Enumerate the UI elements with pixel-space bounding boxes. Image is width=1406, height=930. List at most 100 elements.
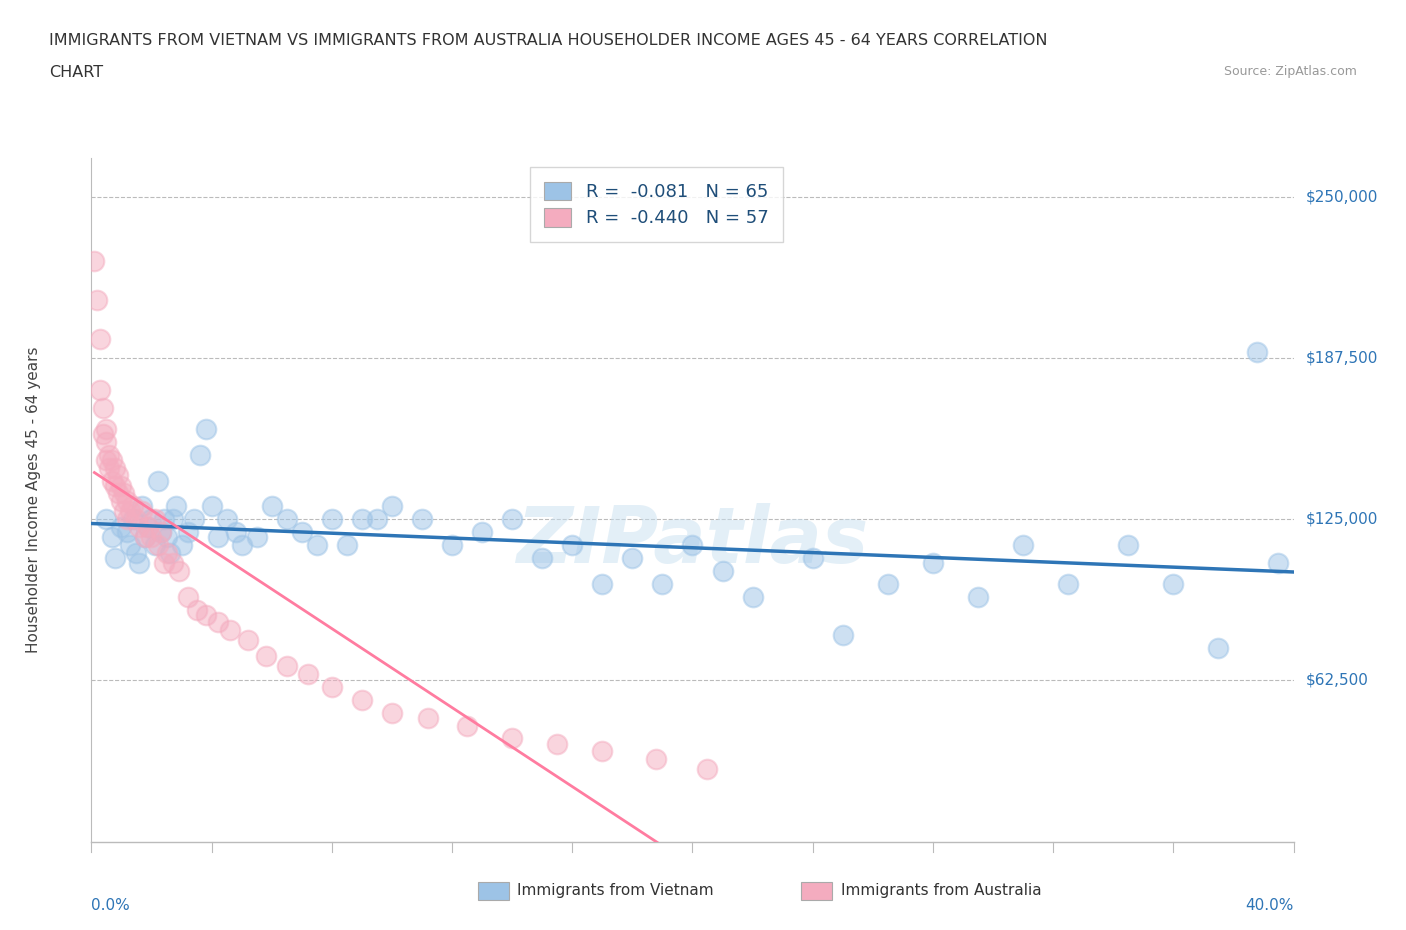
Text: 40.0%: 40.0% [1246, 898, 1294, 913]
Point [546, 737, 568, 751]
Point [146, 473, 169, 488]
Point [128, 555, 150, 570]
Point [101, 473, 124, 488]
Point [591, 577, 613, 591]
Point [194, 421, 217, 436]
Text: IMMIGRANTS FROM VIETNAM VS IMMIGRANTS FROM AUSTRALIA HOUSEHOLDER INCOME AGES 45 : IMMIGRANTS FROM VIETNAM VS IMMIGRANTS FR… [49, 33, 1047, 47]
Point [125, 512, 148, 526]
Point [411, 512, 433, 526]
Point [416, 711, 439, 725]
Point [381, 705, 404, 720]
Point [741, 590, 763, 604]
Text: Source: ZipAtlas.com: Source: ZipAtlas.com [1223, 65, 1357, 78]
Point [134, 530, 156, 545]
Point [110, 520, 132, 535]
Point [260, 498, 283, 513]
Point [350, 512, 373, 526]
Point [96, 453, 118, 468]
Point [122, 512, 145, 526]
Text: $250,000: $250,000 [1306, 190, 1378, 205]
Point [1057, 577, 1080, 591]
Point [276, 512, 298, 526]
Point [114, 486, 136, 501]
Point [93, 427, 115, 442]
Point [110, 478, 132, 493]
Point [149, 525, 172, 539]
Point [117, 512, 139, 526]
Text: $62,500: $62,500 [1306, 673, 1368, 688]
Point [1267, 555, 1289, 570]
Point [155, 545, 177, 560]
Point [711, 564, 734, 578]
Point [501, 731, 523, 746]
Point [162, 512, 184, 526]
Point [531, 551, 554, 565]
Point [120, 504, 142, 519]
Point [117, 525, 139, 539]
Point [236, 633, 259, 648]
Point [186, 602, 208, 617]
Point [831, 628, 853, 643]
Point [188, 447, 211, 462]
Point [456, 718, 478, 733]
Point [215, 512, 238, 526]
Point [117, 494, 139, 509]
Point [107, 468, 129, 483]
Point [131, 504, 153, 519]
Point [696, 762, 718, 777]
Text: $125,000: $125,000 [1306, 512, 1378, 526]
Point [176, 590, 198, 604]
Text: Immigrants from Vietnam: Immigrants from Vietnam [517, 884, 714, 898]
Point [651, 577, 673, 591]
Point [167, 564, 190, 578]
Point [336, 538, 359, 552]
Point [922, 555, 945, 570]
Point [134, 530, 156, 545]
Point [89, 383, 111, 398]
Point [138, 520, 160, 535]
Point [149, 525, 172, 539]
Legend: R =  -0.081   N = 65, R =  -0.440   N = 57: R = -0.081 N = 65, R = -0.440 N = 57 [530, 167, 783, 242]
Text: $187,500: $187,500 [1306, 351, 1378, 365]
Point [128, 520, 150, 535]
Point [1208, 641, 1230, 656]
Point [321, 680, 343, 695]
FancyBboxPatch shape [801, 882, 832, 900]
Point [246, 530, 269, 545]
Point [561, 538, 583, 552]
Text: ZIPatlas: ZIPatlas [516, 503, 869, 578]
Point [183, 512, 205, 526]
Point [143, 512, 166, 526]
Point [96, 421, 118, 436]
Text: Immigrants from Australia: Immigrants from Australia [841, 884, 1042, 898]
Point [101, 530, 124, 545]
Point [89, 331, 111, 346]
Point [218, 623, 240, 638]
Point [152, 555, 174, 570]
Point [225, 525, 247, 539]
Point [138, 520, 160, 535]
Point [254, 648, 277, 663]
Point [1161, 577, 1184, 591]
Point [194, 607, 217, 622]
Point [152, 512, 174, 526]
Point [305, 538, 328, 552]
Point [297, 667, 319, 682]
Point [165, 498, 187, 513]
Point [141, 530, 163, 545]
Point [176, 525, 198, 539]
Point [321, 512, 343, 526]
Point [104, 460, 127, 475]
Point [276, 658, 298, 673]
Point [131, 498, 153, 513]
Point [83, 254, 105, 269]
Point [155, 530, 177, 545]
Point [159, 545, 181, 560]
Point [501, 512, 523, 526]
Point [645, 751, 668, 766]
Point [170, 538, 193, 552]
Text: 0.0%: 0.0% [91, 898, 131, 913]
Point [440, 538, 463, 552]
Point [1246, 344, 1268, 359]
Point [1116, 538, 1139, 552]
